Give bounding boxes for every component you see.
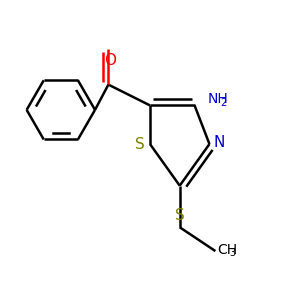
Text: 3: 3 [230, 248, 236, 258]
Text: O: O [104, 53, 116, 68]
Text: NH: NH [208, 92, 229, 106]
Text: S: S [175, 208, 184, 223]
Text: 2: 2 [220, 98, 227, 108]
Text: S: S [135, 136, 145, 152]
Text: N: N [214, 135, 225, 150]
Text: CH: CH [217, 243, 237, 256]
